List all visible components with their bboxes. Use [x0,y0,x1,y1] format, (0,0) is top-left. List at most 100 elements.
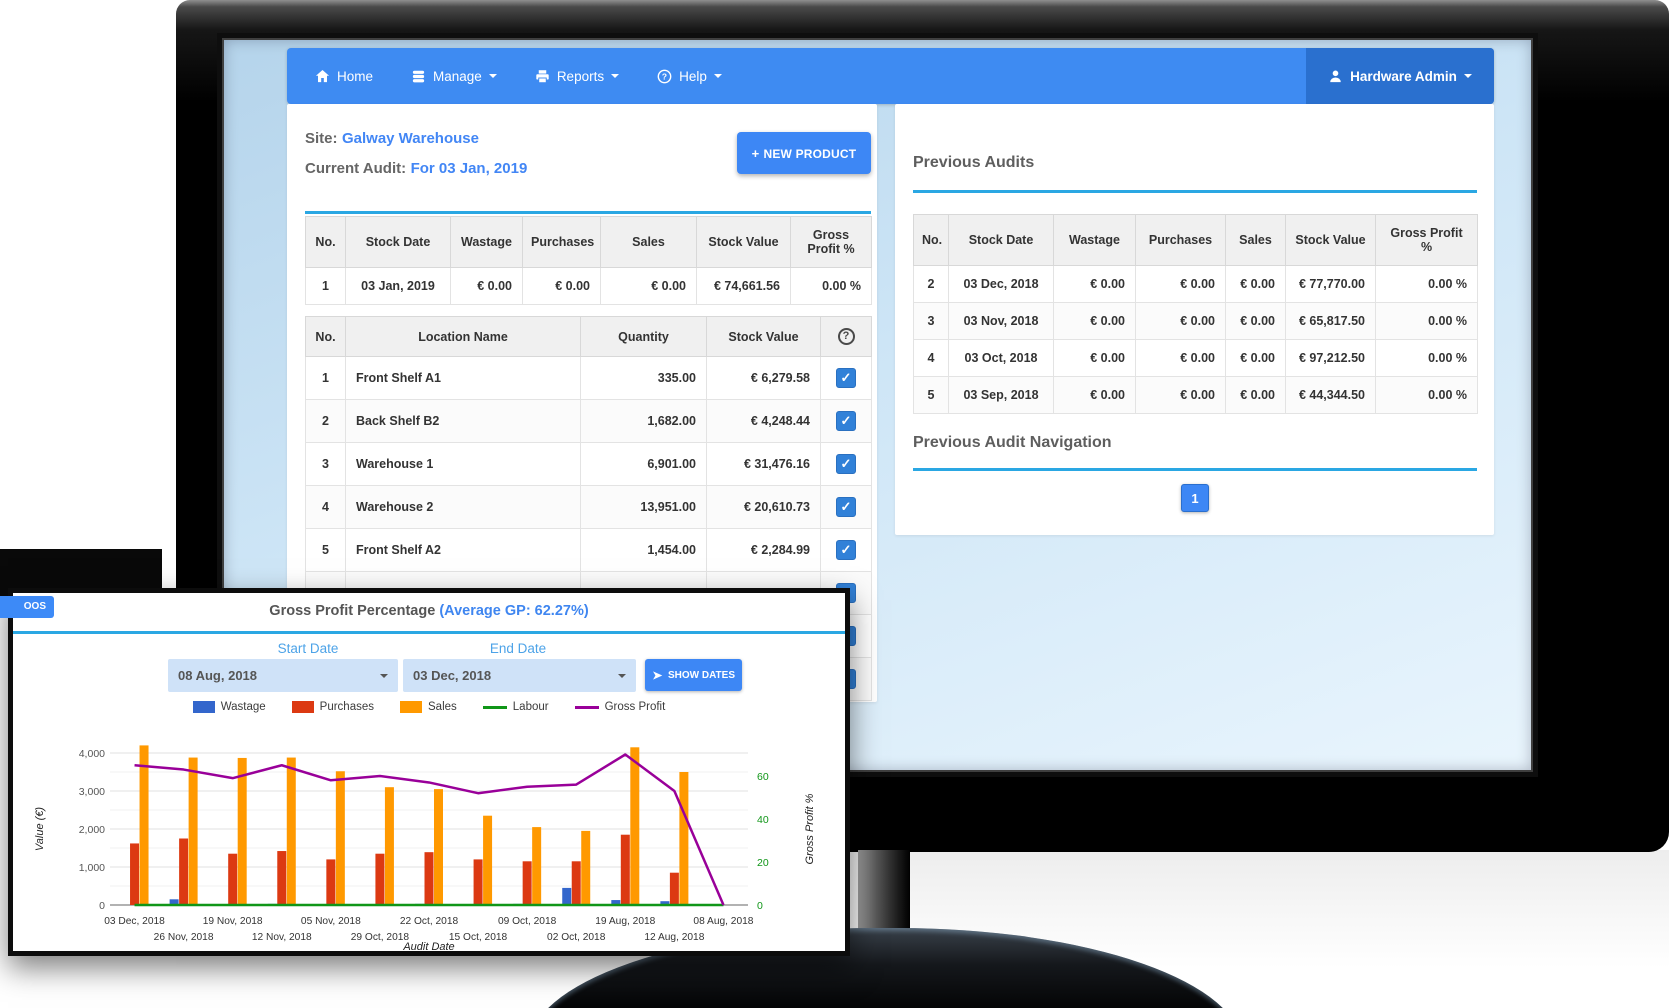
gross-profit-chart-window: Gross Profit Percentage (Average GP: 62.… [8,588,850,956]
svg-text:29 Oct, 2018: 29 Oct, 2018 [351,932,410,943]
help-icon[interactable]: ? [837,328,855,345]
cell-link[interactable]: 03 Oct, 2018 [948,339,1054,377]
check-cell: ✓ [820,399,872,443]
cell: 13,951.00 [580,485,707,529]
svg-text:03 Dec, 2018: 03 Dec, 2018 [104,916,165,927]
cell: € 77,770.00 [1285,265,1376,303]
check-cell: ✓ [820,356,872,400]
col-header[interactable]: Sales [600,216,697,268]
printer-icon [535,69,550,84]
svg-text:60: 60 [757,771,769,783]
pagination-page-1[interactable]: 1 [1181,484,1209,512]
cell: € 44,344.50 [1285,376,1376,414]
help-icon: ? [657,69,672,84]
cell: 0.00 % [790,267,872,305]
cell: 5 [305,528,346,572]
cell: 2 [305,399,346,443]
svg-text:12 Aug, 2018: 12 Aug, 2018 [644,932,704,943]
user-label: Hardware Admin [1350,68,1457,84]
svg-text:08 Aug, 2018: 08 Aug, 2018 [693,916,753,927]
row-checkbox[interactable]: ✓ [836,497,856,517]
cell: € 4,248.44 [706,399,821,443]
col-header: No. [305,316,346,357]
y2-axis-title: Gross Profit % [804,793,816,864]
svg-text:4,000: 4,000 [79,748,105,760]
previous-audit-navigation-title: Previous Audit Navigation [913,434,1112,451]
location-link[interactable]: Front Shelf A2 [345,528,581,572]
col-header: Quantity [580,316,707,357]
location-link[interactable]: Warehouse 2 [345,485,581,529]
monitor-stand-neck [858,850,910,936]
svg-text:40: 40 [757,814,769,826]
cell: 1 [305,267,346,305]
cell: 5 [913,376,949,414]
cell: € 0.00 [450,267,523,305]
home-icon [315,69,330,84]
svg-text:?: ? [662,71,667,81]
location-link[interactable]: Warehouse 1 [345,442,581,486]
nav-item-manage[interactable]: Manage [411,69,497,84]
divider [913,190,1477,193]
user-menu[interactable]: Hardware Admin [1306,48,1494,104]
user-icon [1328,69,1343,84]
col-header: Stock Value [1285,214,1376,266]
cell: 3 [913,302,949,340]
cell: 0.00 % [1375,376,1478,414]
svg-text:19 Nov, 2018: 19 Nov, 2018 [203,916,263,927]
cell: € 31,476.16 [706,442,821,486]
col-header[interactable]: Wastage [450,216,523,268]
chart-legend: Wastage Purchases Sales Labour Gross Profit [13,701,845,713]
site-row: Site: Galway Warehouse [305,130,479,148]
location-row: 1 Front Shelf A1 335.00 € 6,279.58 ✓ [305,356,872,400]
previous-audits-panel: Previous Audits No. Stock Date Wastage Purc… [895,104,1494,535]
end-date-select[interactable]: 03 Dec, 2018 [403,659,636,692]
location-row: 3 Warehouse 1 6,901.00 € 31,476.16 ✓ [305,442,872,486]
chevron-down-icon [611,74,620,82]
chevron-down-icon [618,674,626,682]
nav-item-reports[interactable]: Reports [535,69,620,84]
svg-text:19 Aug, 2018: 19 Aug, 2018 [595,916,655,927]
site-link[interactable]: Galway Warehouse [341,130,479,147]
col-header: Sales [1225,214,1286,266]
cell: € 0.00 [1053,376,1136,414]
cell: € 0.00 [1135,265,1226,303]
side-tab[interactable]: OOS [0,596,54,618]
col-header[interactable]: Purchases [522,216,601,268]
nav-item-home[interactable]: Home [315,69,373,84]
cell: € 2,284.99 [706,528,821,572]
svg-text:09 Oct, 2018: 09 Oct, 2018 [498,916,557,927]
cell-link[interactable]: 03 Nov, 2018 [948,302,1054,340]
location-link[interactable]: Front Shelf A1 [345,356,581,400]
row-checkbox[interactable]: ✓ [836,454,856,474]
row-checkbox[interactable]: ✓ [836,411,856,431]
help-header: ? [820,316,872,357]
chevron-down-icon [713,74,722,82]
new-product-button[interactable]: + NEW PRODUCT [737,132,871,174]
col-header: Stock Date [948,214,1054,266]
col-header: No. [913,214,949,266]
cell: € 65,817.50 [1285,302,1376,340]
nav-item-help[interactable]: ? Help [657,69,722,84]
row-checkbox[interactable]: ✓ [836,540,856,560]
start-date-select[interactable]: 08 Aug, 2018 [168,659,398,692]
cell-link[interactable]: 03 Sep, 2018 [948,376,1054,414]
legend-item-purchases: Purchases [291,701,374,713]
cell: 1,682.00 [580,399,707,443]
check-cell: ✓ [820,528,872,572]
col-header: Gross Profit % [790,216,872,268]
cell: € 0.00 [1135,376,1226,414]
cell-link[interactable]: 03 Dec, 2018 [948,265,1054,303]
svg-text:0: 0 [757,900,763,912]
row-checkbox[interactable]: ✓ [836,368,856,388]
nav-items: Home Manage Reports ? Help [287,69,722,84]
show-dates-button[interactable]: SHOW DATES [645,659,742,691]
audit-link[interactable]: For 03 Jan, 2019 [410,160,528,177]
cell: € 20,610.73 [706,485,821,529]
location-row: 5 Front Shelf A2 1,454.00 € 2,284.99 ✓ [305,528,872,572]
audit-row: Current Audit: For 03 Jan, 2019 [305,160,527,178]
col-header: No. [305,216,346,268]
cell: € 0.00 [1225,302,1286,340]
location-link[interactable]: Back Shelf B2 [345,399,581,443]
svg-text:0: 0 [99,900,105,912]
table-row: 1 03 Jan, 2019 € 0.00 € 0.00 € 0.00 € 74,661.… [305,267,872,305]
